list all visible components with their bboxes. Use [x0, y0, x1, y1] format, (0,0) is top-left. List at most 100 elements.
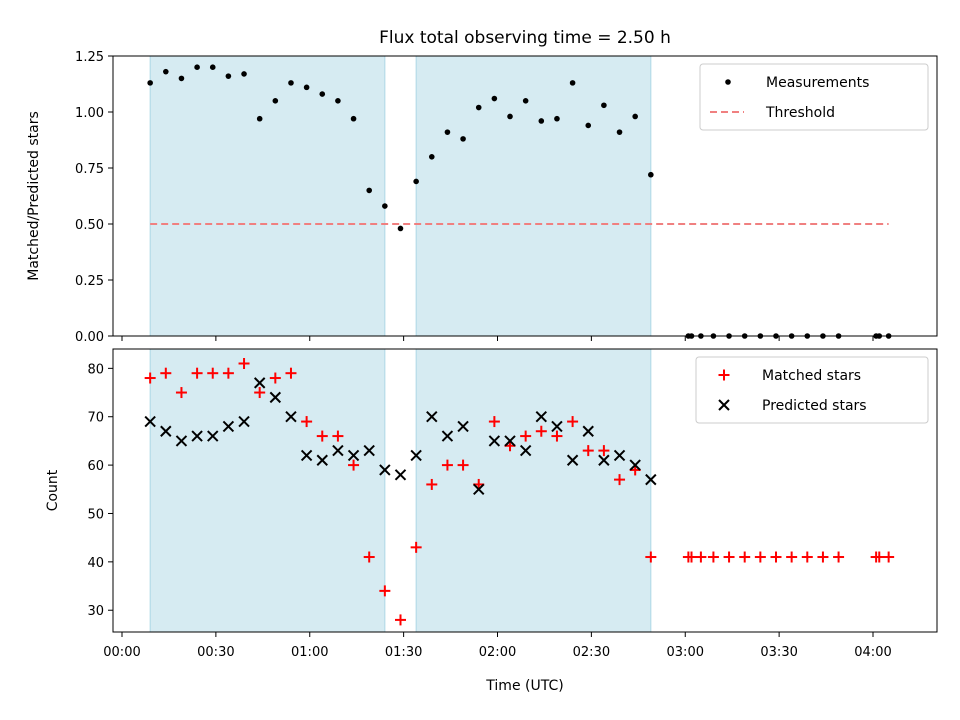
measurement-point [335, 98, 341, 104]
y-tick-label: 50 [87, 507, 104, 522]
matched-star-point [707, 551, 719, 563]
matched-star-point [686, 551, 698, 563]
predicted-star-point [410, 449, 422, 462]
matched-star-point [695, 551, 707, 563]
predicted-star-point [598, 454, 610, 466]
x-tick-label: 03:30 [760, 645, 797, 660]
measurement-point [319, 91, 326, 97]
predicted-star-point [191, 430, 203, 442]
x-b [144, 415, 156, 428]
matched-star-point [873, 551, 885, 563]
matched-star-point [238, 358, 250, 370]
matched-star-point [582, 445, 594, 457]
x-b [566, 454, 579, 466]
predicted-star-point [441, 430, 454, 442]
x-b [613, 449, 626, 462]
x-b [645, 473, 657, 486]
matched-star-point [441, 459, 453, 471]
x-b [222, 420, 235, 433]
predicted-star-point [269, 391, 282, 404]
x-tick-label: 02:00 [479, 645, 516, 660]
x-b [473, 483, 485, 495]
measurement-point [272, 98, 279, 104]
predicted-star-point [582, 425, 594, 437]
predicted-star-point [566, 454, 579, 466]
y-tick-label: 60 [87, 459, 104, 474]
matched-star-point [285, 367, 297, 379]
matched-star-point [817, 551, 829, 563]
y-tick-label: 40 [87, 556, 104, 571]
matched-star-point [222, 367, 234, 379]
x-b [457, 420, 469, 433]
matched-star-point [410, 541, 422, 553]
y-tick-label: 0.25 [75, 274, 104, 289]
predicted-star-point [285, 411, 297, 423]
y-tick-label: 80 [87, 362, 104, 377]
legend-dot-icon [725, 79, 731, 85]
shaded-interval [415, 55, 652, 337]
y-axis-label: Matched/Predicted stars [26, 111, 42, 281]
y-tick-label: 0.50 [75, 218, 104, 233]
matched-star-point [254, 387, 266, 399]
x-b [347, 449, 360, 462]
measurement-point [460, 136, 466, 142]
ratio-panel: 0.00 0.25 0.50 0.75 1.00 1.25 Matched/Predicte… [26, 50, 938, 345]
predicted-star-point [144, 415, 156, 428]
predicted-star-point [551, 420, 563, 433]
matched-star-point [551, 430, 563, 442]
x-b [207, 430, 219, 442]
measurement-point [350, 115, 357, 122]
matched-star-point [363, 551, 375, 563]
predicted-star-point [207, 430, 219, 442]
measurement-point [475, 104, 482, 111]
measurement-point [241, 71, 247, 77]
predicted-star-point [457, 420, 469, 433]
y-axis-label: Count [45, 469, 61, 511]
measurement-point [209, 64, 216, 70]
measurement-point [648, 171, 654, 178]
x-b [519, 444, 532, 457]
matched-star-point [301, 416, 313, 428]
axes-frame [112, 55, 938, 337]
predicted-star-point [426, 411, 438, 423]
x-b [441, 430, 454, 442]
predicted-star-point [629, 459, 641, 471]
measurement-point [538, 118, 545, 124]
measurement-point [507, 113, 513, 120]
y-tick-label: 0.75 [75, 162, 104, 177]
matched-star-point [144, 372, 156, 384]
predicted-star-point [222, 420, 235, 433]
measurement-point [616, 129, 623, 135]
predicted-star-point [347, 449, 360, 462]
measurement-point [397, 225, 404, 232]
matched-star-point [316, 430, 328, 442]
matched-star-point [754, 551, 766, 563]
measurement-point [288, 80, 294, 86]
x-b [488, 435, 501, 447]
matched-star-point [770, 551, 782, 563]
y-tick-label: 0.00 [75, 330, 104, 345]
x-tick-label: 02:30 [573, 645, 610, 660]
x-b [551, 420, 563, 433]
legend-label: Matched stars [762, 368, 861, 384]
predicted-star-point [363, 444, 375, 457]
matched-star-point [207, 367, 219, 379]
measurement-point [491, 95, 498, 102]
measurement-point [413, 178, 419, 185]
predicted-star-point [160, 425, 172, 437]
count-panel: 30 40 50 60 70 80 00:00 00:30 01:00 01:30 02:00 02:… [45, 348, 938, 660]
x-b [363, 444, 375, 457]
legend: Measurements Threshold [699, 63, 929, 131]
matched-star-point [723, 551, 735, 563]
legend-label: Measurements [766, 75, 869, 91]
y-tick-label: 1.00 [75, 106, 104, 121]
legend-x-icon [718, 399, 730, 411]
matched-star-point [394, 614, 406, 626]
shaded-interval [149, 55, 386, 337]
x-b [598, 454, 610, 466]
x-tick-label: 04:00 [854, 645, 891, 660]
predicted-star-point [519, 444, 532, 457]
predicted-star-point [379, 464, 391, 476]
x-tick-label: 03:00 [667, 645, 704, 660]
